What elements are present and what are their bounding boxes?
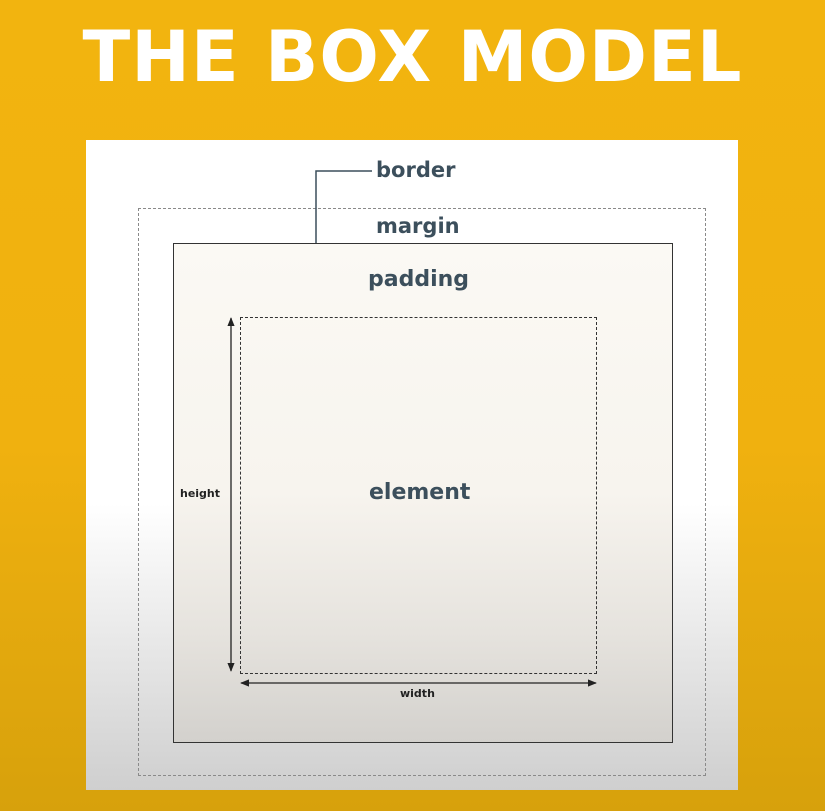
height-label: height [180,487,221,500]
border-area [173,243,673,743]
margin-area [138,208,706,776]
border-label: border [376,158,456,182]
padding-label: padding [368,267,470,292]
margin-label: margin [376,214,460,238]
element-area [240,317,597,674]
element-label: element [369,480,471,505]
page-title: THE BOX MODEL [82,16,743,98]
width-label: width [400,687,435,700]
